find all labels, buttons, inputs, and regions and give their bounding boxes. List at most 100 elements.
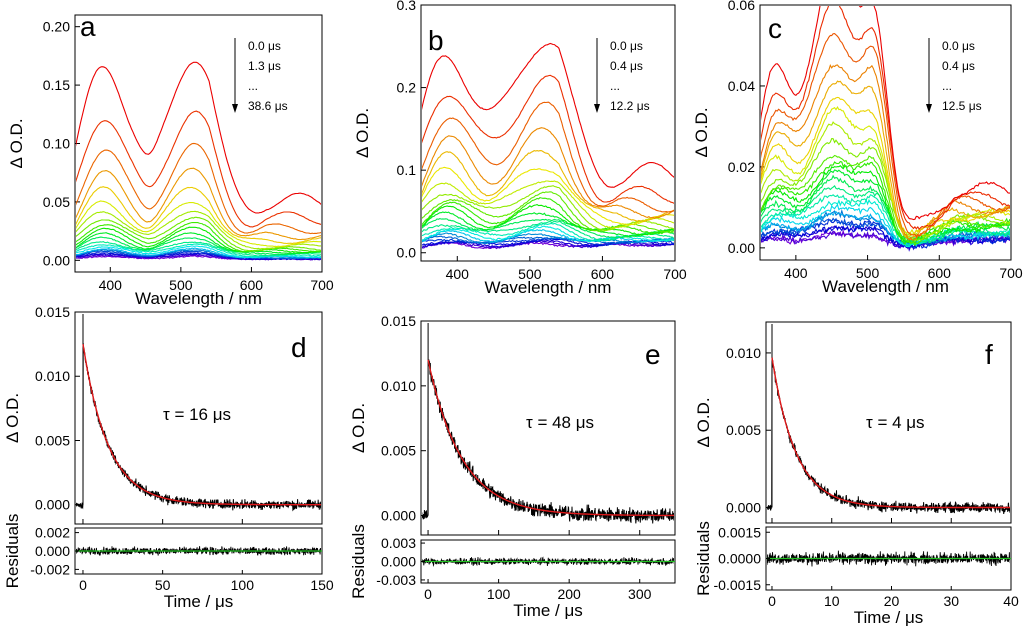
x-tick-label-c: 600 (928, 265, 952, 281)
residual-y-tick-label-d: -0.002 (30, 561, 70, 577)
y-tick-label-d: 0.010 (35, 368, 70, 384)
y-tick-label-e: 0.000 (381, 508, 416, 524)
spectrum-series-a (76, 236, 321, 256)
spectrum-series-a (76, 186, 321, 245)
x-tick-label-c: 400 (784, 265, 808, 281)
y-tick-label-e: 0.015 (381, 313, 416, 329)
plot-frame-a (74, 14, 323, 273)
y-tick-label-f: 0.000 (726, 500, 761, 516)
x-axis-label-d: Time / μs (164, 592, 234, 611)
y-tick-label-b: 0.2 (397, 80, 417, 96)
x-tick-label-a: 400 (99, 277, 123, 293)
residual-axis-label-d: Residuals (3, 514, 22, 589)
y-tick-label-b: 0.1 (397, 162, 417, 178)
legend-entry-c: ... (942, 79, 952, 93)
spectrum-series-c (761, 164, 1010, 244)
spectrum-series-b (422, 204, 674, 236)
spectrum-series-b (422, 150, 674, 222)
residual-axis-label-e: Residuals (349, 524, 368, 599)
residual-y-tick-label-d: 0.002 (35, 525, 70, 541)
spectrum-series-c (761, 6, 1010, 221)
x-tick-label-a: 700 (310, 277, 334, 293)
residual-y-tick-label-e: -0.003 (376, 572, 416, 588)
y-tick-label-e: 0.010 (381, 378, 416, 394)
x-tick-label-d: 100 (231, 577, 255, 593)
x-tick-label-f: 40 (1003, 593, 1019, 609)
spectrum-series-b (422, 228, 674, 243)
x-tick-label-a: 600 (240, 277, 264, 293)
x-tick-label-f: 20 (884, 593, 900, 609)
spectrum-series-a (76, 221, 321, 253)
legend-entry-c: 0.4 μs (942, 59, 975, 73)
spectrum-series-b (422, 196, 674, 235)
spectrum-series-a (76, 232, 321, 255)
legend-entry-b: 0.4 μs (610, 59, 643, 73)
y-tick-label-a: 0.15 (43, 77, 70, 93)
spectrum-series-b (422, 74, 674, 204)
y-axis-label-d: Δ O.D. (3, 393, 22, 443)
x-tick-label-f: 30 (943, 593, 959, 609)
spectrum-series-c (761, 80, 1010, 240)
y-tick-label-c: 0.00 (728, 240, 755, 256)
plot-frame-c (759, 4, 1012, 261)
spectrum-series-c (761, 203, 1010, 248)
spectrum-series-a (76, 226, 321, 254)
y-axis-label-f: Δ O.D. (694, 397, 713, 447)
spectrum-series-c (761, 218, 1010, 250)
residual-group-d (76, 546, 321, 557)
x-axis-label-f: Time / μs (854, 608, 924, 627)
residual-axis-label-f: Residuals (694, 521, 713, 596)
legend-entry-b: ... (610, 79, 620, 93)
y-tick-label-a: 0.20 (43, 19, 70, 35)
residual-trace-d (76, 546, 321, 557)
y-tick-label-b: 0.0 (397, 245, 417, 261)
spectrum-series-c (761, 138, 1010, 242)
decay-group-d (76, 314, 321, 512)
x-axis-label-a: Wavelength / nm (135, 289, 262, 308)
legend-entry-a: ... (248, 79, 258, 93)
spectrum-series-b (422, 42, 674, 188)
spectrum-series-b (422, 225, 674, 243)
y-tick-label-a: 0.05 (43, 194, 70, 210)
spectrum-series-b (422, 220, 674, 241)
x-tick-label-d: 50 (155, 577, 171, 593)
residual-y-tick-label-f: 0.0000 (718, 551, 761, 567)
legend-entry-c: 12.5 μs (942, 99, 982, 113)
spectra-group-b (422, 42, 674, 250)
residual-y-tick-label-e: 0.003 (381, 535, 416, 551)
spectrum-series-b (422, 101, 674, 213)
panel-label-a: a (80, 11, 96, 42)
y-tick-label-d: 0.015 (35, 304, 70, 320)
residual-group-f (767, 550, 1010, 567)
time-arrowhead-b (594, 104, 600, 113)
fit-curve-e (427, 359, 674, 517)
x-tick-label-b: 700 (663, 266, 687, 282)
spectrum-series-a (76, 167, 321, 241)
y-tick-label-e: 0.005 (381, 443, 416, 459)
lifetime-annotation-f: τ = 4 μs (866, 413, 925, 432)
time-arrowhead-a (232, 104, 238, 113)
x-tick-label-a: 500 (169, 277, 193, 293)
x-tick-label-e: 100 (487, 586, 511, 602)
y-tick-label-a: 0.10 (43, 136, 70, 152)
spectrum-series-c (761, 224, 1010, 249)
decay-group-f (767, 324, 1010, 515)
x-tick-label-b: 500 (518, 266, 542, 282)
x-tick-label-e: 300 (628, 586, 652, 602)
panel-label-d: d (291, 332, 307, 363)
spectrum-series-b (422, 211, 674, 237)
legend-entry-a: 0.0 μs (248, 39, 281, 53)
panel-label-e: e (645, 339, 661, 370)
panel-label-c: c (768, 13, 782, 44)
spectrum-series-b (422, 240, 674, 249)
x-tick-label-f: 10 (824, 593, 840, 609)
x-axis-label-b: Wavelength / nm (485, 278, 612, 297)
legend-entry-b: 12.2 μs (610, 99, 650, 113)
x-tick-label-e: 200 (557, 586, 581, 602)
x-tick-label-c: 500 (856, 265, 880, 281)
spectrum-series-c (761, 64, 1010, 241)
legend-entry-c: 0.0 μs (942, 39, 975, 53)
y-axis-label-c: Δ O.D. (692, 107, 711, 157)
spectrum-series-a (76, 249, 321, 260)
